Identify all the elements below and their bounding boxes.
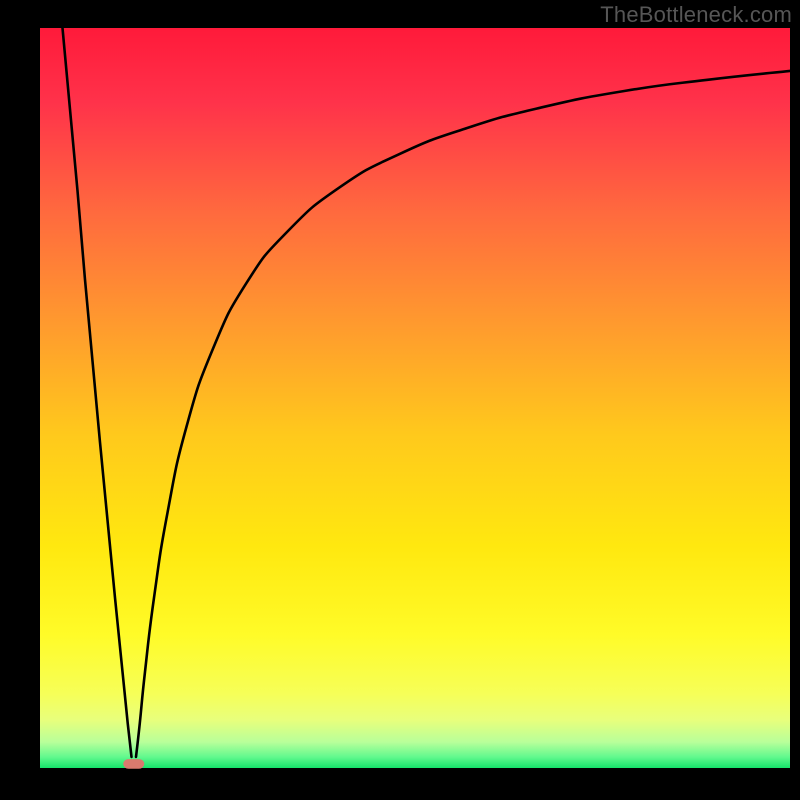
plot-background <box>40 28 790 768</box>
chart-svg <box>0 0 800 800</box>
chart-frame: TheBottleneck.com <box>0 0 800 800</box>
watermark-text: TheBottleneck.com <box>600 2 792 28</box>
optimum-marker <box>123 759 144 769</box>
